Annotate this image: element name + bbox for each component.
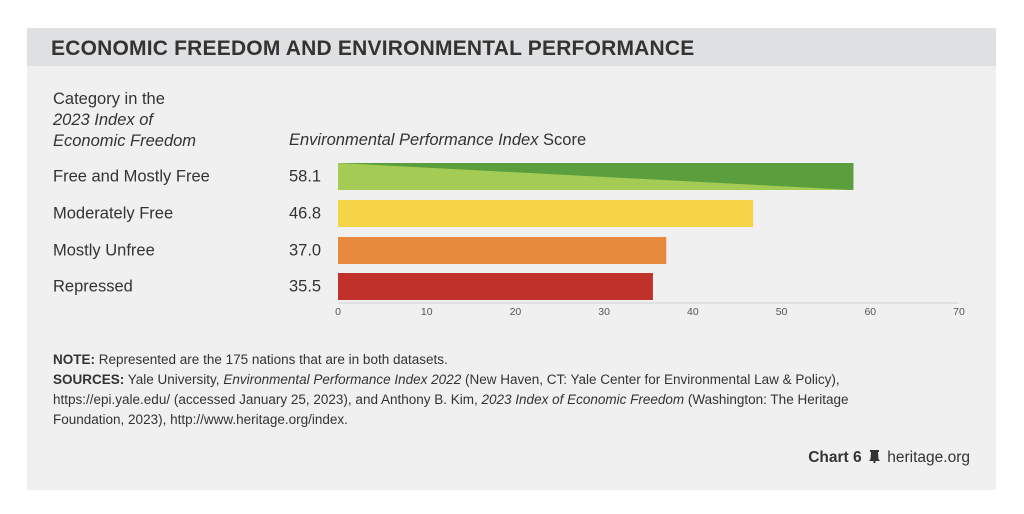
x-tick-label: 50 <box>776 306 788 318</box>
note-label: NOTE: <box>53 352 95 367</box>
category-header: Category in the 2023 Index of Economic F… <box>53 89 196 152</box>
category-label: Moderately Free <box>53 205 173 223</box>
title-band: ECONOMIC FREEDOM AND ENVIRONMENTAL PERFO… <box>27 28 996 66</box>
sources-text-1: Yale University, <box>124 372 224 387</box>
x-tick-label: 10 <box>421 306 433 318</box>
sources-italic-1: Environmental Performance Index 2022 <box>223 372 462 387</box>
value-header: Environmental Performance Index Score <box>289 131 586 150</box>
category-label: Repressed <box>53 278 133 296</box>
bar <box>338 273 653 300</box>
bar-shade <box>338 163 854 190</box>
sources-text-2: (New Haven, CT: Yale Center for Environm… <box>53 372 840 407</box>
value-header-italic: Environmental Performance Index <box>289 131 539 149</box>
chart-title: ECONOMIC FREEDOM AND ENVIRONMENTAL PERFO… <box>51 37 695 60</box>
value-label: 58.1 <box>289 168 321 186</box>
x-tick-label: 60 <box>864 306 876 318</box>
sources-line: SOURCES: Yale University, Environmental … <box>53 370 853 430</box>
value-header-plain: Score <box>538 131 587 149</box>
category-label: Mostly Unfree <box>53 242 155 260</box>
notes-block: NOTE: Represented are the 175 nations th… <box>53 350 853 430</box>
sources-text-3: (Washington: The Heritage Foundation, 20… <box>53 392 849 427</box>
liberty-bell-icon <box>868 450 880 463</box>
site-name: heritage.org <box>887 449 970 466</box>
value-label: 37.0 <box>289 242 321 260</box>
chart-number: Chart 6 <box>808 449 862 466</box>
x-tick-label: 70 <box>953 306 965 318</box>
x-tick-label: 30 <box>598 306 610 318</box>
note-line: NOTE: Represented are the 175 nations th… <box>53 350 853 370</box>
value-label: 46.8 <box>289 205 321 223</box>
category-label: Free and Mostly Free <box>53 168 210 186</box>
bar-chart: Free and Mostly Free 58.1 Moderately Free 4… <box>53 163 965 318</box>
category-header-line1: Category in the <box>53 90 165 108</box>
sources-italic-2: 2023 Index of Economic Freedom <box>481 392 685 407</box>
note-text: Represented are the 175 nations that are… <box>95 352 448 367</box>
x-tick-label: 40 <box>687 306 699 318</box>
bar <box>338 200 754 227</box>
value-label: 35.5 <box>289 278 321 296</box>
x-tick-label: 0 <box>335 306 341 318</box>
sources-label: SOURCES: <box>53 372 125 387</box>
chart-credit: Chart 6 heritage.org <box>808 449 970 467</box>
chart-panel: ECONOMIC FREEDOM AND ENVIRONMENTAL PERFO… <box>27 28 996 490</box>
bar <box>338 237 667 264</box>
category-header-line2: 2023 Index of <box>53 111 153 129</box>
category-header-line3: Economic Freedom <box>53 132 197 150</box>
x-tick-label: 20 <box>510 306 522 318</box>
